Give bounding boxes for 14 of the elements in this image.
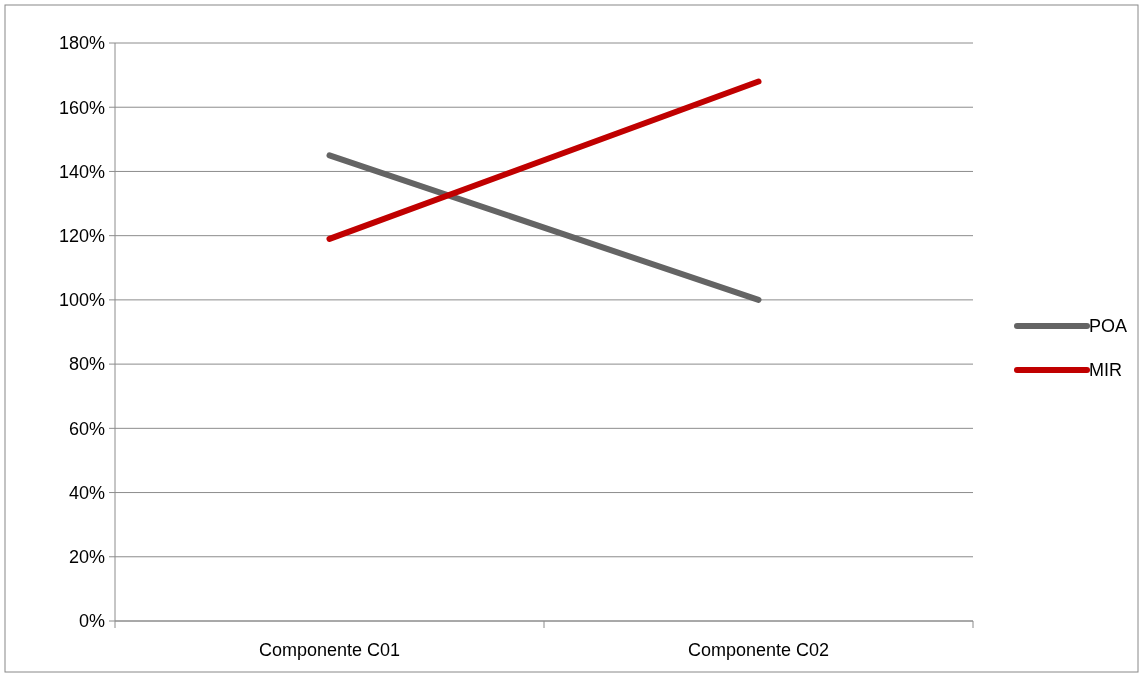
legend-label: POA xyxy=(1089,316,1128,337)
x-tick-label: Componente C02 xyxy=(687,640,830,660)
x-tick-label: Componente C01 xyxy=(258,640,401,660)
y-tick-label: 60% xyxy=(68,418,105,439)
y-tick-label: 100% xyxy=(58,290,105,311)
y-tick-label: 20% xyxy=(68,547,105,568)
y-tick-label: 40% xyxy=(68,482,105,503)
y-tick-label: 120% xyxy=(58,225,105,246)
y-tick-label: 140% xyxy=(58,161,105,182)
y-tick-label: 180% xyxy=(58,33,105,54)
y-tick-label: 160% xyxy=(58,97,105,118)
legend-label: MIR xyxy=(1089,360,1122,381)
y-tick-label: 80% xyxy=(68,354,105,375)
y-tick-label: 0% xyxy=(78,611,105,632)
